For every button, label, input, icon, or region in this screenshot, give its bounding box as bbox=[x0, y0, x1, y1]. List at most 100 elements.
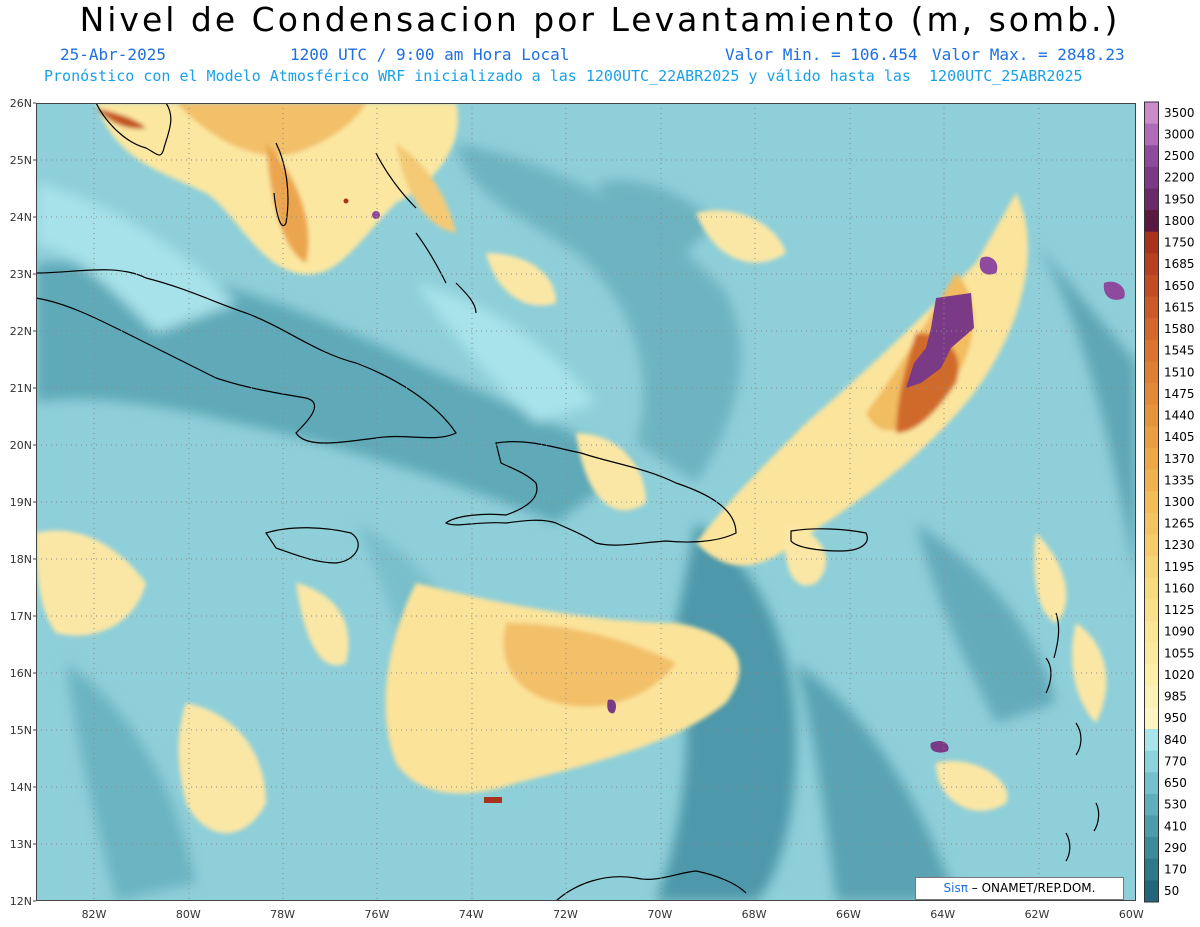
colorbar-label: 1650 bbox=[1164, 279, 1195, 293]
lat-tick-label: 26N bbox=[10, 97, 32, 110]
date-label: 25-Abr-2025 bbox=[60, 45, 166, 64]
lon-tick-label: 76W bbox=[364, 908, 389, 921]
colorbar-swatch bbox=[1144, 599, 1158, 622]
colorbar-label: 1510 bbox=[1164, 365, 1195, 379]
colorbar-swatch bbox=[1144, 815, 1158, 838]
colorbar-label: 1265 bbox=[1164, 517, 1195, 531]
time-label: 1200 UTC / 9:00 am Hora Local bbox=[290, 45, 570, 64]
lon-tick-label: 70W bbox=[647, 908, 672, 921]
chart-title: Nivel de Condensacion por Levantamiento … bbox=[79, 0, 1121, 39]
colorbar-label: 50 bbox=[1164, 884, 1179, 898]
colorbar-frame bbox=[1144, 101, 1159, 903]
colorbar-swatch bbox=[1144, 750, 1158, 773]
grid-lines bbox=[36, 103, 1136, 901]
colorbar-label: 1580 bbox=[1164, 322, 1195, 336]
colorbar-label: 1090 bbox=[1164, 625, 1195, 639]
colorbar-swatch bbox=[1144, 685, 1158, 708]
lon-tick-label: 82W bbox=[82, 908, 107, 921]
longitude-labels: 82W 80W 78W 76W 74W 72W 70W 68W 66W 64W 62W 60W bbox=[82, 908, 1144, 921]
lat-tick-label: 21N bbox=[10, 382, 32, 395]
colorbar-swatch bbox=[1144, 274, 1158, 298]
colorbar-label: 2500 bbox=[1164, 149, 1195, 163]
lat-tick-label: 23N bbox=[10, 268, 32, 281]
coastline-hispaniola bbox=[444, 441, 737, 546]
colorbar-label: 1125 bbox=[1164, 603, 1195, 617]
colorbar-label: 1335 bbox=[1164, 473, 1195, 487]
coastline-cuba bbox=[36, 269, 457, 444]
min-value-label: Valor Min. = 106.454 bbox=[725, 45, 918, 64]
coastline-lesser-antilles bbox=[1045, 612, 1100, 862]
colorbar-swatch bbox=[1144, 577, 1158, 600]
coastline-jamaica bbox=[265, 527, 359, 564]
colorbar-swatch bbox=[1144, 318, 1158, 341]
colorbar-label: 1195 bbox=[1164, 560, 1195, 574]
lon-tick-label: 64W bbox=[930, 908, 955, 921]
colorbar: 3500 3000 2500 2200 1950 1800 1750 1685 1650 1615… bbox=[1144, 101, 1195, 903]
lat-tick-label: 14N bbox=[10, 781, 32, 794]
credit-box: Sisπ – ONAMET/REP.DOM. bbox=[915, 877, 1124, 900]
lat-tick-label: 25N bbox=[10, 154, 32, 167]
colorbar-label: 290 bbox=[1164, 841, 1187, 855]
coastline-puerto-rico bbox=[790, 528, 868, 552]
lon-tick-label: 68W bbox=[742, 908, 767, 921]
colorbar-label: 410 bbox=[1164, 819, 1187, 833]
lcl-map bbox=[36, 103, 1136, 901]
colorbar-swatch bbox=[1144, 620, 1158, 644]
colorbar-swatch bbox=[1144, 469, 1158, 492]
lat-tick-label: 18N bbox=[10, 553, 32, 566]
colorbar-label: 3500 bbox=[1164, 106, 1195, 120]
model-info-label: Pronóstico con el Modelo Atmosférico WRF… bbox=[44, 67, 1083, 85]
colorbar-swatch bbox=[1144, 858, 1158, 881]
lat-tick-label: 12N bbox=[10, 895, 32, 908]
coastline-south-america bbox=[555, 870, 747, 901]
colorbar-label: 1300 bbox=[1164, 495, 1195, 509]
colorbar-swatch bbox=[1144, 664, 1158, 687]
colorbar-label: 770 bbox=[1164, 754, 1187, 768]
colorbar-label: 1950 bbox=[1164, 192, 1195, 206]
colorbar-label: 950 bbox=[1164, 711, 1187, 725]
colorbar-swatch bbox=[1144, 707, 1158, 730]
lon-tick-label: 60W bbox=[1119, 908, 1144, 921]
colorbar-swatch bbox=[1144, 793, 1158, 817]
colorbar-label: 1750 bbox=[1164, 236, 1195, 250]
colorbar-label: 530 bbox=[1164, 798, 1187, 812]
lon-tick-label: 80W bbox=[176, 908, 201, 921]
colorbar-swatch bbox=[1144, 123, 1158, 146]
colorbar-swatch bbox=[1144, 556, 1158, 579]
colorbar-swatch bbox=[1144, 404, 1158, 427]
colorbar-label: 1020 bbox=[1164, 668, 1195, 682]
colorbar-label: 1370 bbox=[1164, 452, 1195, 466]
colorbar-label: 1055 bbox=[1164, 646, 1195, 660]
colorbar-swatch bbox=[1144, 296, 1158, 319]
colorbar-label: 3000 bbox=[1164, 127, 1195, 141]
colorbar-swatch bbox=[1144, 188, 1158, 211]
colorbar-label: 1800 bbox=[1164, 214, 1195, 228]
field-max-spots bbox=[343, 198, 1125, 803]
colorbar-label: 170 bbox=[1164, 863, 1187, 877]
colorbar-swatch bbox=[1144, 253, 1158, 276]
lat-tick-label: 22N bbox=[10, 325, 32, 338]
colorbar-swatch bbox=[1144, 534, 1158, 557]
colorbar-swatch bbox=[1144, 339, 1158, 362]
lat-tick-label: 24N bbox=[10, 211, 32, 224]
colorbar-label: 840 bbox=[1164, 733, 1187, 747]
lat-tick-label: 17N bbox=[10, 610, 32, 623]
colorbar-label: 1475 bbox=[1164, 387, 1195, 401]
colorbar-swatch bbox=[1144, 210, 1158, 233]
credit-label: – ONAMET/REP.DOM. bbox=[971, 881, 1096, 895]
colorbar-swatch bbox=[1144, 145, 1158, 168]
colorbar-label: 1230 bbox=[1164, 538, 1195, 552]
lon-tick-label: 78W bbox=[270, 908, 295, 921]
colorbar-swatch bbox=[1144, 361, 1158, 384]
colorbar-swatch bbox=[1144, 880, 1158, 903]
colorbar-swatch bbox=[1144, 512, 1158, 535]
colorbar-label: 1160 bbox=[1164, 581, 1195, 595]
map-frame bbox=[36, 103, 1136, 901]
colorbar-label: 1440 bbox=[1164, 409, 1195, 423]
lon-tick-label: 62W bbox=[1025, 908, 1050, 921]
max-value-label: Valor Max. = 2848.23 bbox=[932, 45, 1125, 64]
lat-tick-label: 13N bbox=[10, 838, 32, 851]
latitude-labels: 12N 13N 14N 15N 16N 17N 18N 19N 20N 21N 22N 23N 24N 2… bbox=[10, 97, 36, 908]
colorbar-swatch bbox=[1144, 772, 1158, 795]
